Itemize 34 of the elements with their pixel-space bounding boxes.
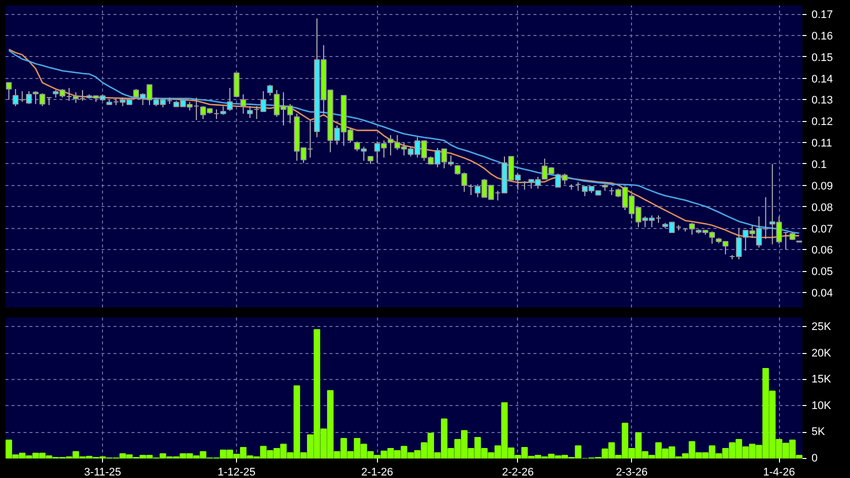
y-tick-label: 0.08: [812, 202, 833, 214]
x-tick-label: 2-1-26: [361, 466, 394, 478]
y-tick-label: 10K: [812, 400, 832, 412]
candlestick: [234, 72, 240, 98]
y-tick-label: 0.06: [812, 244, 833, 257]
y-tick-label: 0.17: [812, 9, 833, 22]
y-tick-label: 0.07: [812, 223, 833, 236]
y-tick-label: 0.14: [812, 73, 833, 86]
candlestick: [240, 94, 246, 114]
x-tick-label: 2-3-26: [616, 466, 648, 478]
y-tick-label: 20K: [812, 347, 832, 360]
y-tick-label: 0.1: [812, 158, 827, 171]
x-tick-label: 3-11-25: [84, 466, 122, 478]
y-tick-label: 15K: [812, 374, 832, 386]
y-tick-label: 5K: [812, 426, 826, 438]
candlestick: [267, 84, 273, 96]
y-tick-label: 25K: [812, 320, 832, 333]
x-tick-label: 2-2-26: [502, 466, 534, 478]
y-tick-label: 0.16: [812, 30, 833, 42]
y-tick-label: 0.04: [812, 288, 833, 300]
candlestick: [247, 106, 253, 118]
y-tick-label: 0.11: [812, 138, 832, 150]
x-tick-label: 1-4-26: [763, 466, 795, 478]
candlestick: [6, 82, 12, 100]
y-tick-label: 0.13: [812, 94, 833, 107]
y-tick-label: 0.09: [812, 180, 833, 192]
y-tick-label: 0.05: [812, 266, 833, 278]
candlestick: [575, 182, 582, 192]
candlestick: [32, 90, 39, 105]
y-tick-label: 0: [812, 452, 818, 464]
x-tick-label: 1-12-25: [218, 466, 256, 478]
candlestick: [226, 87, 233, 112]
y-tick-label: 0.12: [812, 116, 833, 128]
y-tick-label: 0.15: [812, 52, 833, 64]
